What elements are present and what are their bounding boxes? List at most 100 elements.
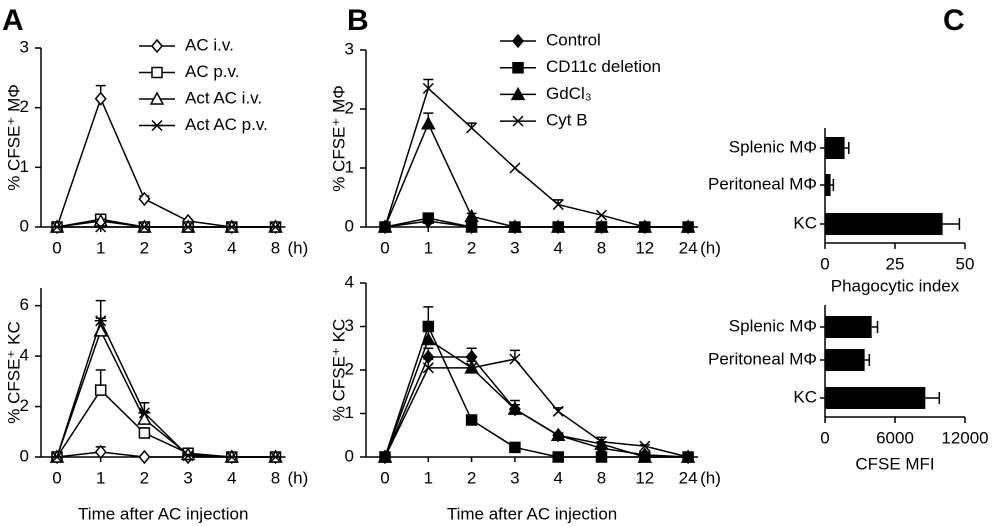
x-tick-label: 24 xyxy=(679,238,698,257)
x-tick-label: 1 xyxy=(424,238,433,257)
y-tick-label: 3 xyxy=(20,37,29,56)
category-label: Peritoneal MΦ xyxy=(708,349,817,368)
x-tick-label: 12 xyxy=(635,238,654,257)
category-label: KC xyxy=(793,387,817,406)
x-tick-label: 4 xyxy=(553,468,562,487)
panel-label: A xyxy=(2,4,24,37)
panel-label: B xyxy=(347,4,369,37)
category-label: Peritoneal MΦ xyxy=(708,174,817,193)
x-tick-label: 3 xyxy=(183,238,192,257)
legend-label: Control xyxy=(546,30,601,49)
bar xyxy=(825,349,865,371)
data-point xyxy=(225,451,238,463)
error-bar xyxy=(423,78,434,89)
y-tick-label: 3 xyxy=(345,316,354,335)
data-point xyxy=(138,221,151,233)
x-tick-label: 1 xyxy=(96,468,105,487)
x-tick-label: 4 xyxy=(227,238,236,257)
category-label: Splenic MΦ xyxy=(729,316,817,335)
category-label: KC xyxy=(793,213,817,232)
series-line xyxy=(384,324,689,458)
series-line xyxy=(56,328,276,458)
category-label: Splenic MΦ xyxy=(729,137,817,156)
data-point xyxy=(595,451,608,463)
data-point xyxy=(138,407,151,419)
legend-marker xyxy=(512,61,524,74)
data-point xyxy=(682,451,694,463)
x-tick-label: 0 xyxy=(820,254,829,273)
x-tick-label: 2 xyxy=(467,238,476,257)
x-tick-label: 25 xyxy=(886,254,905,273)
series-line xyxy=(56,451,276,458)
y-tick-label: 0 xyxy=(345,216,354,235)
legend-label: GdCl₃ xyxy=(546,84,592,103)
error-bar xyxy=(942,218,961,230)
data-point xyxy=(421,331,436,346)
x-tick-label: 8 xyxy=(271,238,280,257)
error-bar xyxy=(423,358,434,368)
legend-label: AC p.v. xyxy=(185,62,239,81)
x-tick-label: 8 xyxy=(597,468,606,487)
y-tick-label: 0 xyxy=(20,446,29,465)
y-tick-label: 1 xyxy=(345,157,354,176)
x-unit: (h) xyxy=(288,468,309,487)
series-line xyxy=(56,220,276,228)
legend-marker xyxy=(151,38,163,54)
x-tick-label: 2 xyxy=(140,238,149,257)
legend-label: Cyt B xyxy=(546,111,588,130)
data-point xyxy=(225,221,238,233)
data-point xyxy=(422,212,435,224)
data-point xyxy=(507,219,523,233)
data-point xyxy=(550,219,566,233)
error-bar xyxy=(509,349,520,360)
data-point xyxy=(509,441,521,454)
x-tick-label: 2 xyxy=(140,468,149,487)
y-tick-label: 1 xyxy=(345,403,354,422)
x-tick-label: 0 xyxy=(380,468,389,487)
y-tick-label: 0 xyxy=(20,216,29,235)
y-tick-label: 2 xyxy=(345,98,354,117)
bar xyxy=(825,174,831,196)
data-point xyxy=(421,116,436,130)
series-line xyxy=(384,358,689,458)
legend-marker xyxy=(512,33,524,49)
data-point xyxy=(422,82,434,94)
x-tick-label: 3 xyxy=(510,238,519,257)
legend-marker xyxy=(151,119,163,132)
legend-label: Act AC i.v. xyxy=(185,88,262,107)
y-axis-label: % CFSE⁺ MΦ xyxy=(4,84,23,191)
error-bar xyxy=(830,179,835,191)
x-axis-label: CFSE MFI xyxy=(855,454,934,473)
y-tick-label: 4 xyxy=(20,346,29,365)
x-tick-label: 0 xyxy=(820,428,829,447)
series-line xyxy=(384,87,689,228)
x-unit: (h) xyxy=(700,238,721,257)
x-axis-label: Time after AC injection xyxy=(447,504,617,523)
data-point xyxy=(594,436,609,450)
data-point xyxy=(138,449,151,465)
bar xyxy=(825,316,872,338)
data-point xyxy=(94,384,107,396)
x-tick-label: 12000 xyxy=(941,428,988,447)
x-axis-label: Time after AC injection xyxy=(78,504,248,523)
x-tick-label: 4 xyxy=(227,468,236,487)
error-bar xyxy=(871,321,879,333)
data-point xyxy=(552,199,564,211)
data-point xyxy=(550,427,566,441)
data-point xyxy=(639,221,651,233)
x-tick-label: 8 xyxy=(597,238,606,257)
legend-marker xyxy=(510,86,526,101)
x-tick-label: 0 xyxy=(380,238,389,257)
data-point xyxy=(94,221,107,233)
bar xyxy=(825,137,845,159)
data-point xyxy=(639,440,651,452)
error-bar xyxy=(925,392,941,404)
data-point xyxy=(51,221,63,233)
series-line xyxy=(384,356,689,458)
data-point xyxy=(509,353,521,365)
data-point xyxy=(94,315,107,327)
legend-marker xyxy=(149,91,165,105)
error-bar xyxy=(139,402,150,413)
legend-label: CD11c deletion xyxy=(546,57,661,76)
data-point xyxy=(552,405,564,417)
